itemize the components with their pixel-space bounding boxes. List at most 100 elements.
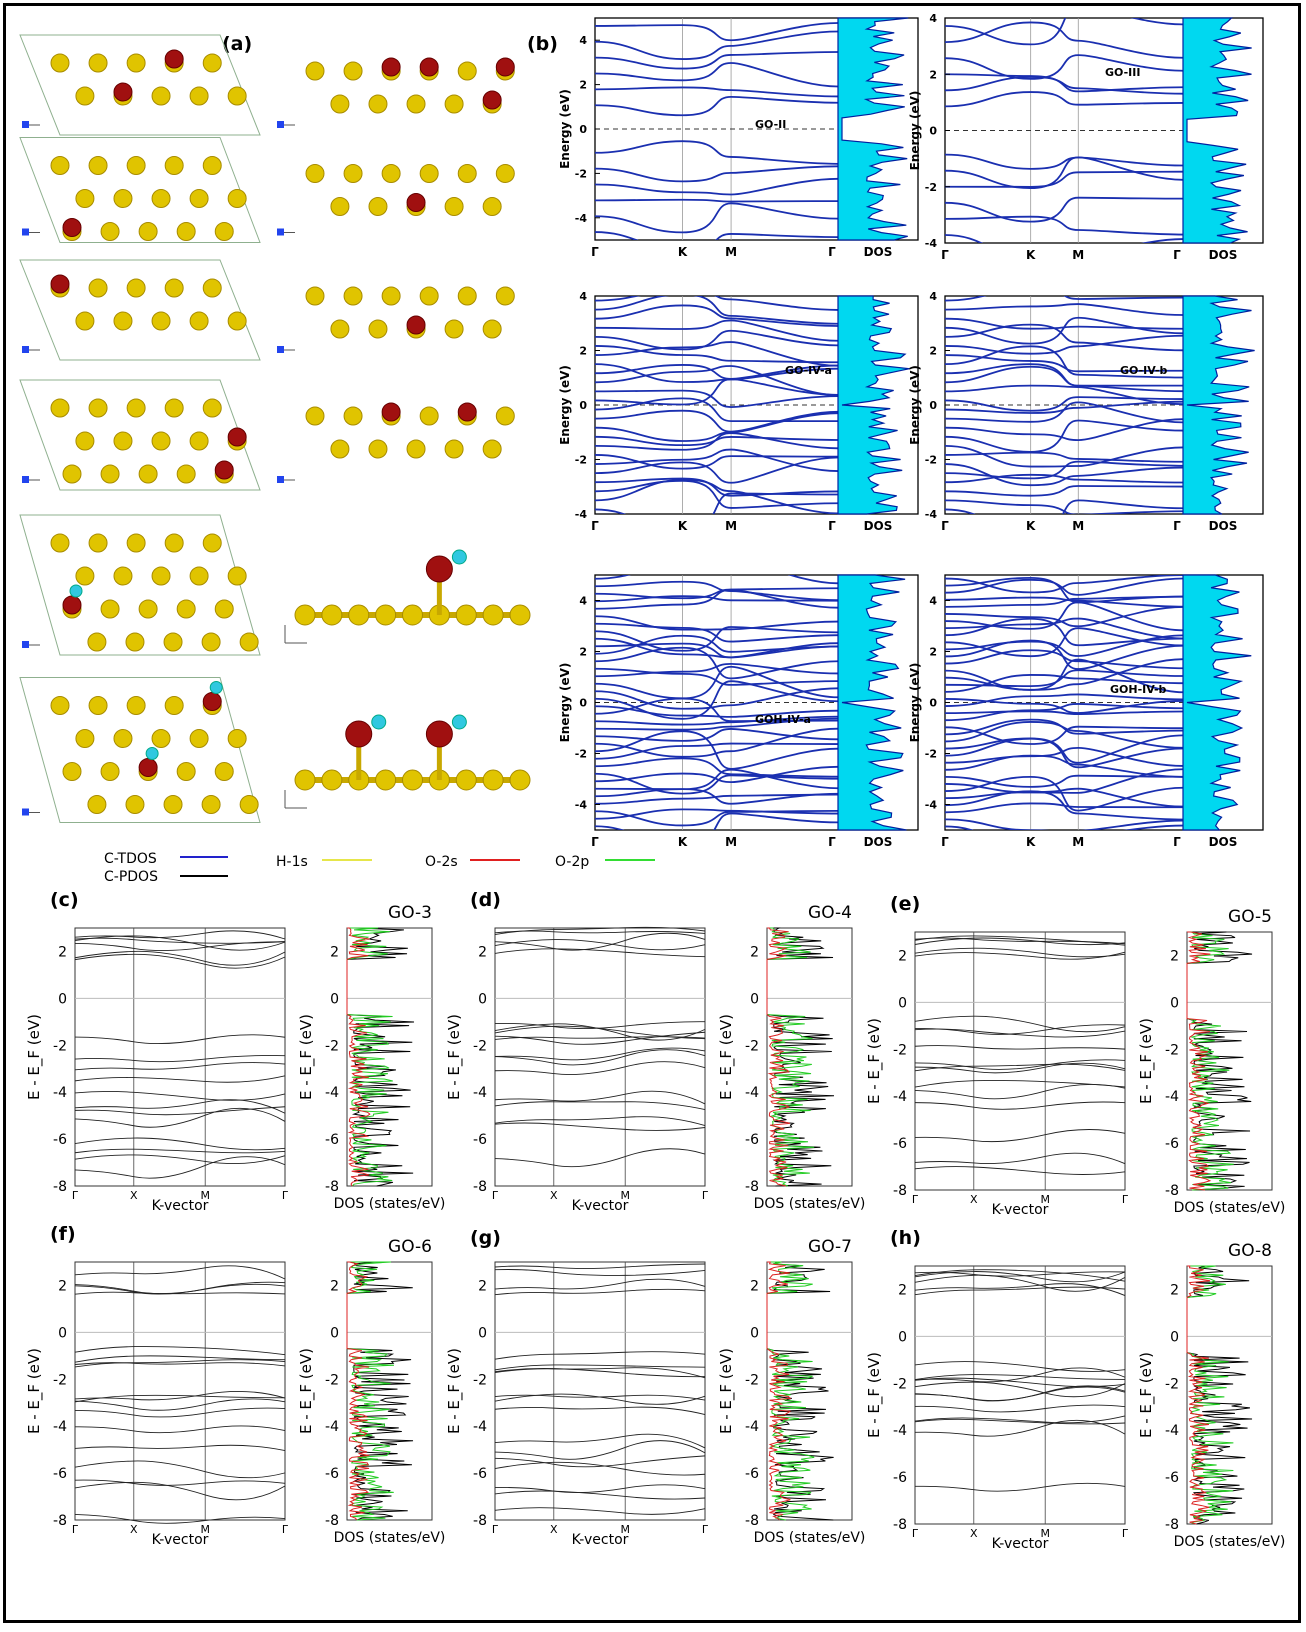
dos-curve: [837, 295, 910, 515]
hydrogen-atom: [451, 549, 467, 565]
k-point-label: Γ: [1122, 1527, 1129, 1540]
y-tick-label: 0: [58, 991, 67, 1007]
y-tick-label: 0: [478, 991, 487, 1007]
y-tick-label: 4: [929, 290, 937, 303]
carbon-atom: [227, 189, 247, 208]
y-tick-label: 0: [478, 1325, 487, 1341]
y-tick-label: 2: [929, 68, 937, 81]
axis-marker-icon: [22, 228, 29, 236]
carbon-atom: [202, 156, 222, 175]
y-axis-label: Energy (eV): [558, 89, 572, 169]
band-line: [945, 296, 1183, 302]
structure-4b: [277, 402, 515, 483]
k-point-label: K: [1026, 248, 1036, 262]
carbon-atom: [227, 729, 247, 748]
dos-y-tick-label: -6: [1165, 1470, 1179, 1486]
band-line: [945, 334, 1183, 355]
y-tick-label: -4: [925, 799, 938, 812]
k-point-label: Γ: [912, 1527, 919, 1540]
bands: [914, 935, 1126, 1175]
y-tick-label: -6: [893, 1136, 907, 1152]
y-tick-label: 0: [58, 1325, 67, 1341]
band-line: [494, 1507, 706, 1515]
band-line: [945, 617, 1183, 640]
carbon-atom: [88, 696, 108, 715]
y-tick-label: -4: [925, 508, 938, 521]
pdos-plot-go-4: 2 2 0 0 -2 -2 -4 -4 -6 -6 -8 -8 E - E_F (eV) E - E_F …: [445, 903, 865, 1214]
carbon-atom: [227, 311, 247, 331]
carbon-atom: [381, 286, 401, 306]
carbon-atom: [482, 604, 504, 626]
band-line: [74, 1394, 286, 1403]
band-line: [494, 1090, 706, 1105]
carbon-atom: [100, 762, 120, 781]
y-axis-label: E - E_F (eV): [25, 1014, 44, 1100]
band-line: [914, 951, 1126, 960]
band-line: [595, 86, 838, 98]
band-line: [494, 1288, 706, 1296]
y-tick-label: -2: [575, 167, 587, 180]
structure-1b: [277, 57, 515, 128]
structure-1: [19, 34, 261, 136]
band-line: [945, 354, 1183, 373]
x-axis-label: K-vector: [992, 1536, 1049, 1552]
carbon-atom: [189, 189, 209, 208]
band-line: [595, 198, 838, 203]
oxygen-atom: [425, 720, 453, 748]
dos-y-tick-label: -6: [325, 1132, 339, 1148]
dos-y-tick-label: -8: [325, 1513, 339, 1529]
band-line: [945, 634, 1183, 657]
carbon-atom: [330, 439, 350, 459]
bands: [945, 575, 1183, 830]
y-tick-label: 4: [579, 290, 587, 303]
y-axis-label: Energy (eV): [908, 365, 922, 445]
oxygen-atom: [419, 57, 439, 77]
y-tick-label: 0: [579, 697, 587, 710]
carbon-atom: [100, 222, 120, 241]
band-line: [595, 808, 838, 820]
carbon-atom: [176, 464, 196, 484]
y-tick-label: 2: [478, 1278, 487, 1294]
band-line: [595, 62, 838, 88]
oxygen-atom: [482, 90, 502, 110]
k-point-label: Γ: [72, 1523, 79, 1536]
band-line: [595, 319, 838, 342]
dos-y-tick-label: -6: [745, 1132, 759, 1148]
carbon-atom: [164, 398, 184, 418]
band-line: [945, 606, 1183, 628]
x-axis-label: K-vector: [152, 1198, 209, 1214]
carbon-atom: [330, 319, 350, 339]
band-line: [74, 1055, 286, 1063]
band-line: [914, 947, 1126, 958]
carbon-atom: [330, 197, 350, 216]
band-line: [945, 818, 1183, 830]
plot-title: GO-IV-a: [785, 364, 832, 377]
carbon-atom: [482, 319, 502, 339]
band-line: [945, 215, 1183, 236]
carbon-atom: [509, 769, 531, 791]
y-tick-label: 2: [579, 79, 587, 92]
carbon-atom: [227, 566, 247, 586]
band-line: [494, 1269, 706, 1276]
band-line: [945, 576, 1183, 604]
band-line: [945, 419, 1183, 453]
band-line: [595, 717, 838, 731]
plot-title: GOH-IV-b: [1110, 683, 1167, 696]
band-line: [74, 1148, 286, 1154]
carbon-atom: [375, 769, 397, 791]
band-frame: [494, 1261, 706, 1521]
oxygen-atom: [425, 555, 453, 583]
band-line: [945, 91, 1183, 108]
band-line: [945, 790, 1183, 821]
x-axis-label: K-vector: [992, 1202, 1049, 1218]
k-point-label: Γ: [1173, 519, 1181, 533]
k-point-label: Γ: [492, 1189, 499, 1202]
y-tick-label: 2: [898, 948, 907, 964]
band-line: [595, 642, 838, 659]
band-line: [74, 935, 286, 951]
y-tick-label: -6: [473, 1466, 487, 1482]
band-line: [74, 1346, 286, 1356]
band-plot-go-iv-b: 4 2 0 -2 -4 Energy (eV) Γ K M Γ DOS GO-IV-b: [908, 290, 1264, 533]
carbon-atom: [113, 729, 133, 748]
band-line: [74, 950, 286, 966]
